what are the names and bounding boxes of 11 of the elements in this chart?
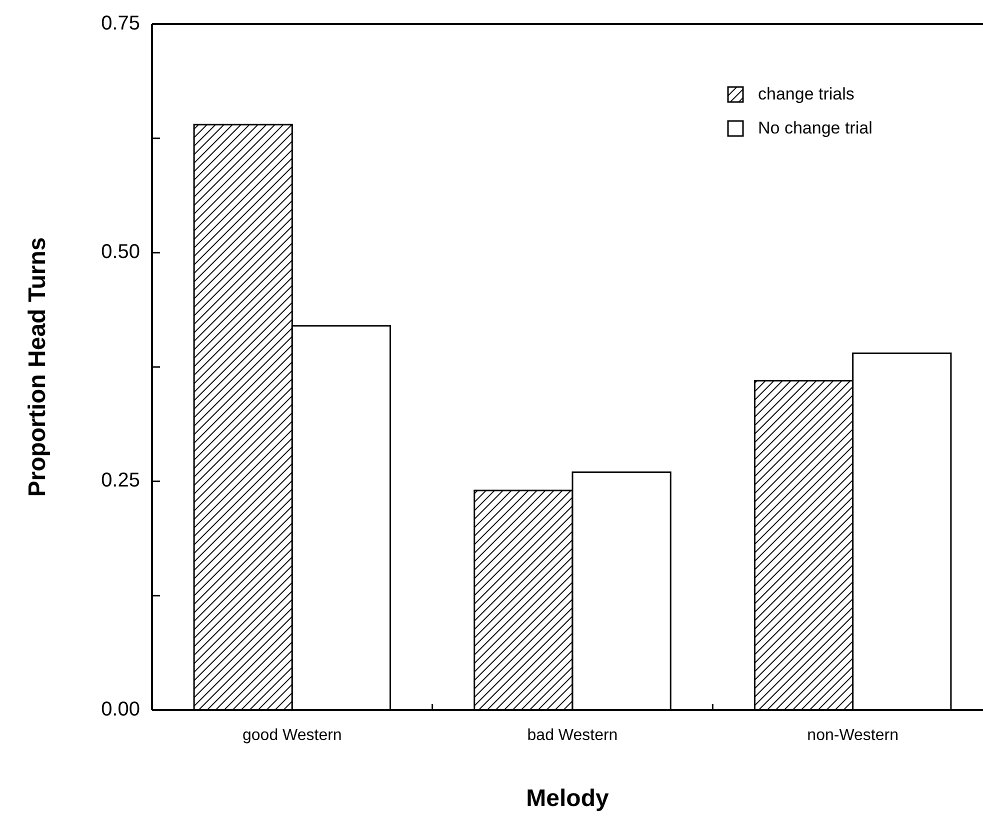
x-tick-label: good Western xyxy=(242,727,342,744)
y-tick-label: 0.00 xyxy=(101,698,140,720)
x-tick-label: non-Western xyxy=(807,727,898,744)
x-tick-label: bad Western xyxy=(527,727,618,744)
x-axis-title: Melody xyxy=(526,785,610,812)
legend-label: No change trial xyxy=(758,118,872,138)
legend-label: change trials xyxy=(758,84,854,104)
y-tick-label: 0.75 xyxy=(101,12,140,34)
y-axis-title: Proportion Head Turns xyxy=(24,237,51,497)
y-tick-label: 0.25 xyxy=(101,470,140,492)
y-tick-label: 0.50 xyxy=(101,240,140,263)
